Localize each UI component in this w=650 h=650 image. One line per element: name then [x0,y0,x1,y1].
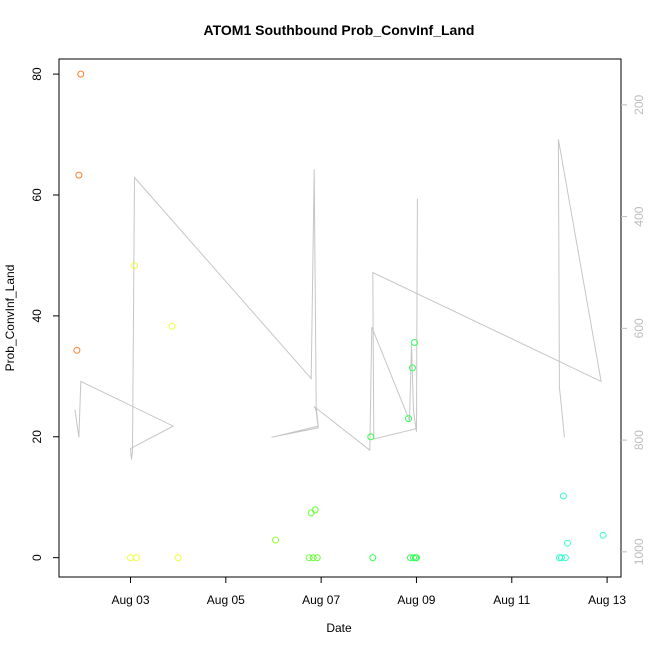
data-point-8 [272,536,279,544]
y2-tick-label: 1000 [632,538,646,565]
y2-line-layer [74,139,602,460]
data-point-15 [369,554,377,562]
data-point-14 [367,433,375,441]
x-tick-label: Aug 03 [111,593,149,607]
x-tick-label: Aug 09 [397,593,435,607]
data-point-11 [309,554,317,562]
x-tick-label: Aug 05 [207,593,245,607]
data-point-28 [599,531,607,539]
y-tick-label: 20 [30,430,44,444]
x-tick-label: Aug 07 [302,593,340,607]
y-axis: 0 20 40 60 80 [30,67,59,561]
data-point-0 [73,346,81,354]
y-axis-label: Prob_ConvInf_Land [3,265,17,372]
data-point-2 [77,70,85,78]
y-tick-label: 40 [30,309,44,323]
y-tick-label: 80 [30,67,44,81]
data-point-20 [411,339,418,346]
points-layer [73,70,607,562]
y2-tick-label: 200 [632,94,646,114]
y-tick-label: 60 [30,188,44,202]
chart-title: ATOM1 Southbound Prob_ConvInf_Land [204,22,475,38]
x-tick-label: Aug 11 [493,593,530,607]
data-point-19 [410,554,417,562]
x-axis-label: Date [326,621,352,635]
data-point-27 [563,539,571,547]
data-point-18 [409,364,416,372]
data-point-10 [307,509,315,517]
data-point-12 [311,506,319,514]
x-tick-label: Aug 13 [588,593,626,607]
data-point-25 [559,492,567,500]
y2-tick-label: 600 [632,318,646,338]
y-tick-label: 0 [30,554,44,561]
data-point-6 [168,322,176,330]
data-point-3 [127,554,134,562]
y2-tick-label: 400 [632,206,646,226]
x-axis: Aug 03 Aug 05 Aug 07 Aug 09 Aug 11 Aug 13 [111,577,626,607]
data-point-24 [557,554,565,562]
y2-tick-label: 800 [632,430,646,450]
plot-frame [58,58,622,578]
y2-series-line [74,139,602,460]
data-point-9 [305,554,313,562]
data-point-16 [405,415,412,423]
data-point-7 [174,554,182,562]
data-point-22 [413,554,420,562]
data-point-5 [132,554,140,562]
data-point-4 [131,262,138,270]
data-point-1 [75,171,83,179]
y2-axis: 200 400 600 800 1000 [621,94,646,565]
data-point-13 [313,554,321,562]
data-point-26 [561,554,569,562]
